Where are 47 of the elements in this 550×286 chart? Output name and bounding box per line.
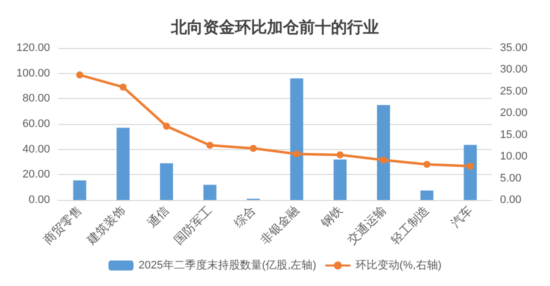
- y2-tick-label: 25.00: [500, 85, 528, 98]
- bar: [376, 105, 390, 200]
- bar: [290, 78, 304, 200]
- y2-tick-label: 5.00: [500, 172, 522, 184]
- y-tick-label: 100.00: [16, 67, 50, 80]
- point: [423, 160, 430, 168]
- x-tick-label: 轻工制造: [388, 203, 432, 247]
- bar: [160, 163, 174, 200]
- chart-title: 北向资金环比加仓前十的行业: [170, 18, 379, 36]
- y-tick-label: 60.00: [22, 118, 50, 130]
- x-tick-label: 国防军工: [171, 203, 215, 247]
- point: [76, 71, 84, 78]
- bar: [334, 159, 347, 200]
- x-tick-label: 钢铁: [317, 203, 346, 231]
- bar: [420, 190, 434, 200]
- point: [336, 151, 344, 158]
- bar: [464, 144, 477, 200]
- y-tick-label: 40.00: [22, 143, 50, 156]
- x-tick-label: 汽车: [448, 203, 476, 230]
- legend-label: 环比变动(%,右轴): [355, 258, 442, 272]
- bar: [73, 180, 86, 200]
- point: [466, 162, 474, 170]
- point: [380, 156, 387, 164]
- point: [120, 84, 127, 91]
- y2-tick-label: 10.00: [500, 150, 528, 163]
- y-tick-label: 20.00: [22, 168, 50, 181]
- x-tick-label: 商贸零售: [40, 203, 85, 247]
- y2-tick-label: 20.00: [500, 107, 528, 120]
- x-tick-label: 非银金融: [258, 203, 302, 247]
- y-tick-label: 0.00: [28, 194, 50, 206]
- y2-tick-label: 0.00: [500, 194, 522, 206]
- x-tick-label: 通信: [144, 203, 172, 230]
- y-tick-label: 120.00: [16, 42, 50, 54]
- y-tick-label: 80.00: [22, 92, 50, 105]
- bar: [203, 184, 216, 200]
- bar: [116, 128, 130, 200]
- point: [250, 144, 257, 152]
- y2-tick-label: 30.00: [500, 64, 528, 76]
- point: [206, 142, 214, 149]
- x-tick-label: 建筑装饰: [84, 203, 128, 248]
- x-tick-label: 交通运输: [344, 203, 388, 247]
- point: [293, 150, 300, 158]
- point: [163, 122, 170, 130]
- y2-tick-label: 35.00: [500, 42, 528, 54]
- legend-label: 2025年二季度末持股数量(亿股,左轴): [138, 258, 316, 272]
- y2-tick-label: 15.00: [500, 128, 528, 141]
- x-tick-label: 综合: [231, 203, 258, 230]
